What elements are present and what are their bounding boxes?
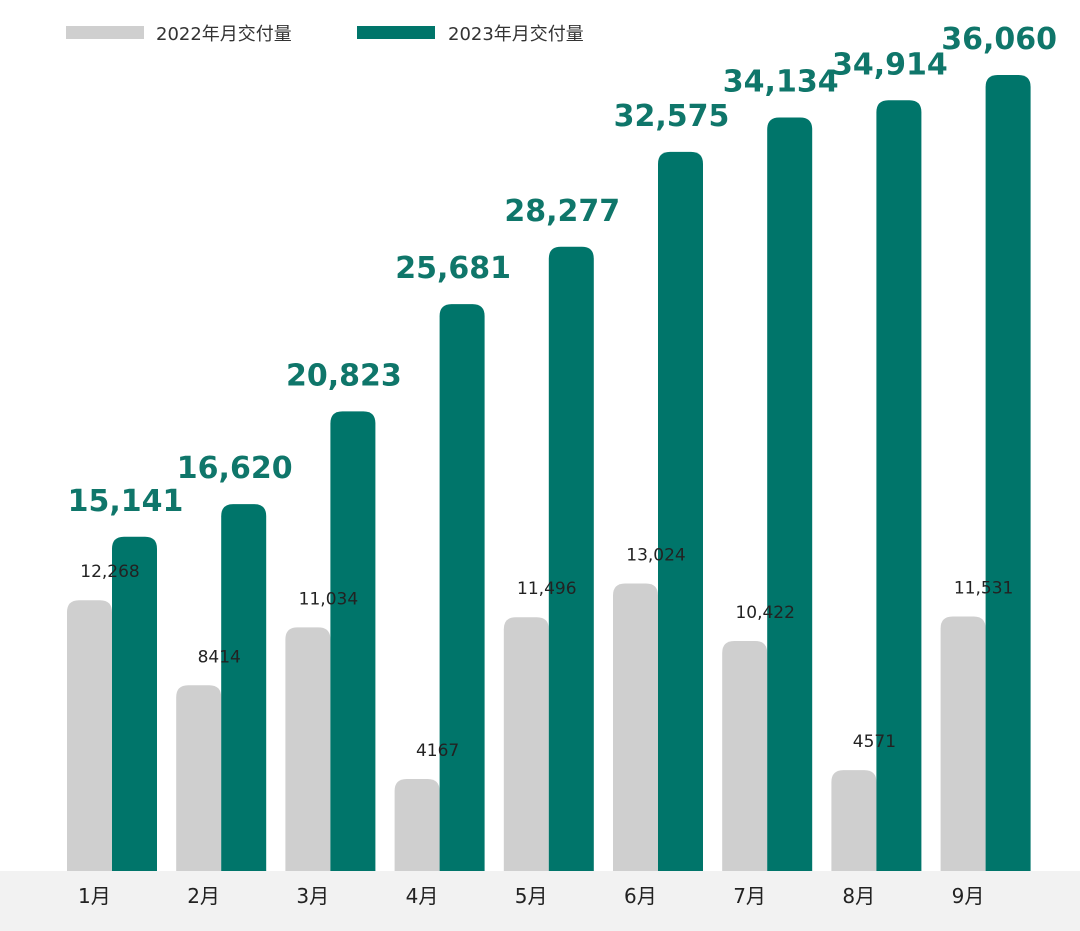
x-axis-strip xyxy=(0,871,1080,931)
value-label-2023-8: 34,914 xyxy=(832,47,948,82)
bar-2022-1 xyxy=(67,600,112,871)
bar-2023-3 xyxy=(330,411,376,871)
bar-2022-2 xyxy=(176,685,222,871)
x-tick-label-2: 2月 xyxy=(187,884,220,908)
bar-2022-3 xyxy=(285,627,331,871)
bar-2023-1 xyxy=(112,536,157,871)
x-tick-label-8: 8月 xyxy=(842,884,875,908)
value-label-2023-7: 34,134 xyxy=(723,65,839,100)
bar-2023-9 xyxy=(985,75,1031,871)
x-tick-label-3: 3月 xyxy=(296,884,329,908)
x-tick-label-9: 9月 xyxy=(952,884,985,908)
value-label-2022-6: 13,024 xyxy=(626,546,685,566)
value-label-2023-5: 28,277 xyxy=(504,194,620,229)
bar-2022-9 xyxy=(940,616,986,871)
x-tick-label-5: 5月 xyxy=(515,884,548,908)
bar-2022-7 xyxy=(722,640,768,871)
value-label-2022-2: 8414 xyxy=(198,647,241,667)
bar-2023-8 xyxy=(876,100,922,871)
legend-label-2023: 2023年月交付量 xyxy=(448,24,584,45)
legend-label-2022: 2022年月交付量 xyxy=(156,24,292,45)
value-label-2022-9: 11,531 xyxy=(954,578,1013,598)
bar-2023-5 xyxy=(548,246,594,871)
legend-swatch-2022 xyxy=(66,26,144,39)
value-label-2022-4: 4167 xyxy=(416,741,459,761)
x-tick-label-7: 7月 xyxy=(733,884,766,908)
legend-swatch-2023 xyxy=(357,26,435,39)
bars-group xyxy=(67,75,1031,872)
value-label-2023-6: 32,575 xyxy=(614,99,730,134)
bar-2022-5 xyxy=(503,617,549,871)
bar-2022-8 xyxy=(831,770,877,871)
value-label-2023-2: 16,620 xyxy=(177,451,293,486)
bar-2022-4 xyxy=(394,779,440,871)
value-label-2022-3: 11,034 xyxy=(299,589,358,609)
x-tick-label-6: 6月 xyxy=(624,884,657,908)
value-label-2022-7: 10,422 xyxy=(735,603,794,623)
x-axis-labels: 1月 2月 3月 4月 5月 6月 7月 8月 9月 xyxy=(78,884,984,908)
bar-2022-6 xyxy=(613,583,658,871)
value-label-2023-9: 36,060 xyxy=(941,22,1057,57)
value-label-2023-4: 25,681 xyxy=(395,251,511,286)
bar-2023-2 xyxy=(221,504,267,871)
bar-2023-7 xyxy=(767,117,813,872)
value-label-2022-1: 12,268 xyxy=(80,562,139,582)
legend: 2022年月交付量 2023年月交付量 xyxy=(66,24,584,45)
value-labels-group: 12,268 15,141 8414 16,620 11,034 20,823 4167 25… xyxy=(68,22,1057,761)
value-label-2023-3: 20,823 xyxy=(286,358,402,393)
value-label-2022-8: 4571 xyxy=(853,732,896,752)
value-label-2023-1: 15,141 xyxy=(68,484,184,519)
x-tick-label-4: 4月 xyxy=(406,884,439,908)
bar-2023-4 xyxy=(439,304,485,871)
bar-2023-6 xyxy=(658,151,703,871)
value-label-2022-5: 11,496 xyxy=(517,579,576,599)
x-tick-label-1: 1月 xyxy=(78,884,111,908)
